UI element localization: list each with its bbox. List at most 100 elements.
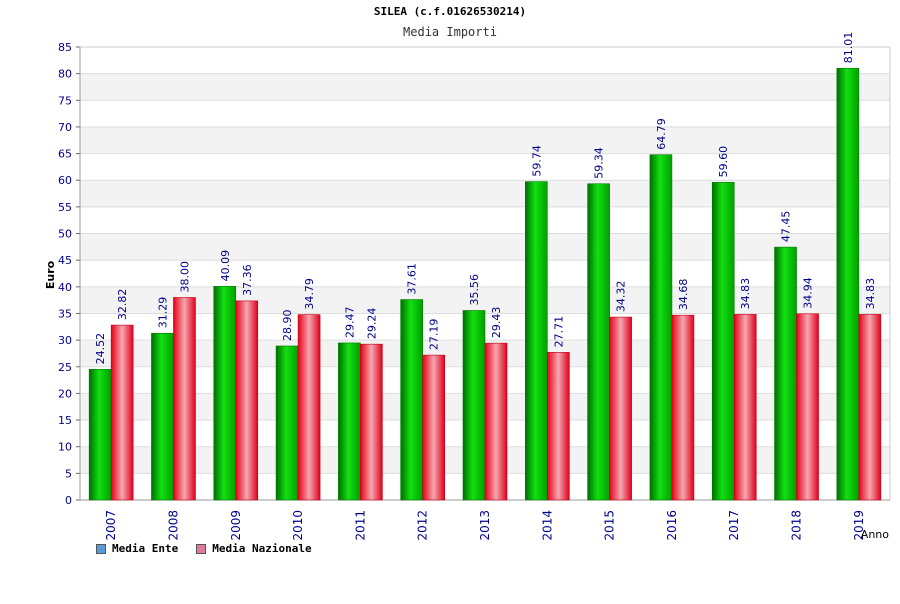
chart-subtitle: Media Importi [403,25,497,39]
bar-media-nazionale-2019 [858,314,882,501]
y-tick-label: 40 [58,281,72,294]
y-tick-label: 30 [58,334,72,347]
x-tick-label: 2013 [478,510,492,541]
x-tick-label: 2011 [353,510,367,541]
grid-band [80,206,890,234]
bar-media-ente-2011 [338,342,361,501]
data-label: 35.56 [468,274,481,306]
bar-media-nazionale-2012 [422,354,445,501]
data-label: 40.09 [219,250,232,282]
bar-media-nazionale-2018 [796,313,819,501]
x-tick-label: 2017 [727,510,741,541]
grid-band [80,47,890,74]
y-tick-label: 5 [65,467,72,480]
y-tick-label: 50 [58,228,72,241]
x-tick-label: 2019 [852,510,866,541]
grid-band [80,73,890,101]
data-label: 29.24 [365,308,378,340]
y-tick-label: 75 [58,94,72,107]
bar-media-nazionale-2017 [733,314,757,501]
bar-media-ente-2009 [213,286,237,501]
y-tick-label: 65 [58,148,72,161]
bar-media-ente-2014 [525,181,548,501]
grid-band [80,233,890,261]
data-label: 29.43 [490,307,503,339]
data-label: 59.60 [717,146,730,178]
chart-title: SILEA (c.f.01626530214) [373,5,527,18]
x-tick-label: 2015 [603,510,617,541]
bar-media-nazionale-2010 [297,314,321,501]
legend-label: Media Nazionale [212,542,312,555]
data-label: 37.61 [406,263,419,295]
data-label: 34.79 [303,278,316,310]
data-label: 28.90 [281,309,294,341]
grid-band [80,126,890,154]
grid-band [80,286,890,314]
bar-media-ente-2016 [649,154,673,501]
bar-media-nazionale-2011 [360,343,383,501]
x-tick-label: 2018 [790,510,804,541]
y-tick-label: 85 [58,41,72,54]
data-label: 81.01 [842,32,855,64]
grid-band [80,153,890,181]
x-tick-label: 2009 [229,510,243,541]
grid-band [80,260,890,287]
y-tick-label: 0 [65,494,72,507]
bar-media-ente-2017 [711,182,735,501]
legend-item-media-nazionale: Media Nazionale [196,542,312,555]
legend-item-media-ente: Media Ente [96,542,178,555]
data-label: 34.68 [677,279,690,311]
y-tick-label: 80 [58,68,72,81]
data-label: 29.47 [343,306,356,338]
legend-swatch [96,543,106,554]
bar-media-ente-2015 [587,183,610,501]
bar-media-ente-2008 [151,332,174,501]
data-label: 37.36 [241,264,254,296]
data-label: 47.45 [780,211,793,243]
y-tick-label: 20 [58,387,72,400]
data-label: 32.82 [116,289,129,321]
x-tick-label: 2014 [540,510,554,541]
y-tick-label: 60 [58,174,72,187]
data-label: 34.94 [802,277,815,309]
y-tick-label: 55 [58,201,72,214]
x-tick-label: 2007 [104,510,118,541]
legend-label: Media Ente [112,542,179,555]
data-label: 34.32 [615,281,628,313]
y-tick-label: 10 [58,441,72,454]
grid-band [80,100,890,127]
data-label: 27.71 [552,316,565,348]
legend: Media Ente Media Nazionale [96,542,312,555]
data-label: 34.83 [864,278,877,310]
bar-media-ente-2010 [275,345,299,501]
bar-media-nazionale-2014 [547,352,570,501]
data-label: 38.00 [178,261,191,293]
bar-media-ente-2019 [836,67,860,501]
data-label: 59.74 [530,145,543,177]
data-label: 59.34 [593,147,606,179]
bar-media-nazionale-2015 [609,316,632,501]
x-tick-label: 2008 [166,510,180,541]
y-tick-label: 35 [58,307,72,320]
data-label: 31.29 [156,297,169,329]
bar-media-nazionale-2008 [173,297,196,501]
bar-media-ente-2007 [88,369,112,501]
bar-media-nazionale-2013 [484,342,508,501]
bar-media-ente-2013 [462,310,486,501]
data-label: 24.52 [94,333,107,365]
x-axis-label: Anno [861,528,889,541]
y-tick-label: 15 [58,414,72,427]
bar-media-nazionale-2009 [235,300,259,501]
bar-media-ente-2012 [400,299,423,501]
y-axis-label: Euro [44,260,57,289]
bar-media-nazionale-2016 [671,314,695,501]
x-tick-label: 2012 [416,510,430,541]
data-label: 34.83 [739,278,752,310]
y-tick-label: 70 [58,121,72,134]
y-tick-label: 45 [58,254,72,267]
x-tick-label: 2010 [291,510,305,541]
legend-swatch [196,543,207,554]
x-tick-label: 2016 [665,510,679,541]
